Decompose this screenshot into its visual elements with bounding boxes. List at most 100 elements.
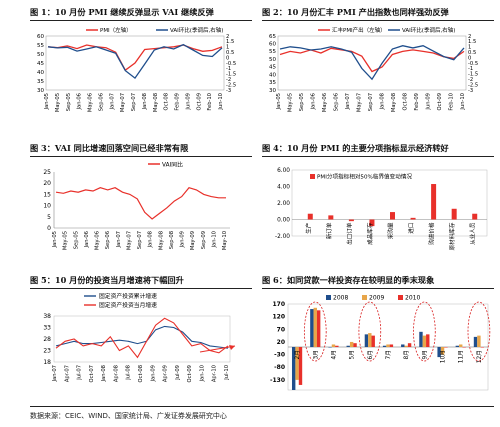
y-left-tick-label: 55 xyxy=(37,43,44,49)
x-tick-label: 5月 xyxy=(349,350,356,360)
y-tick-label: 20 xyxy=(277,339,285,346)
bar xyxy=(431,184,437,220)
bar xyxy=(451,208,457,220)
bar xyxy=(328,347,332,348)
y-right-tick-label: -2.5 xyxy=(468,82,478,88)
y-left-tick-label: 65 xyxy=(269,34,276,40)
x-tick-label: 6月 xyxy=(367,350,374,360)
x-tick-label: 11月 xyxy=(458,350,465,363)
x-tick-label: Jan-10 xyxy=(211,231,217,248)
x-tick-label: Apr-07 xyxy=(64,365,70,382)
y-tick-label: 2.00 xyxy=(277,201,290,207)
highlight-ellipse xyxy=(467,301,491,362)
y-tick-label: 28 xyxy=(43,336,51,343)
x-tick-label: Sep-07 xyxy=(131,93,137,111)
y-right-tick-label: -1 xyxy=(468,66,473,72)
bar xyxy=(459,344,463,347)
x-tick-label: Feb-09 xyxy=(414,93,420,111)
y-tick-label: -30 xyxy=(274,352,285,359)
series-line xyxy=(47,44,223,72)
x-tick-label: May-09 xyxy=(190,231,196,250)
legend-label: 2010 xyxy=(405,295,420,302)
x-tick-label: 从业人员 xyxy=(469,222,477,245)
bar xyxy=(401,344,405,347)
bar xyxy=(298,347,303,385)
bar xyxy=(348,219,354,222)
bar xyxy=(407,343,412,347)
y-right-tick-label: -0.5 xyxy=(226,61,236,67)
series-line xyxy=(55,317,229,359)
bar xyxy=(382,345,387,347)
y-right-tick-label: 1 xyxy=(468,45,471,51)
legend-label: 汇丰PMI产出（左轴） xyxy=(332,26,386,34)
y-right-tick-label: -1 xyxy=(226,66,231,72)
x-tick-label: Jan-08 xyxy=(142,93,148,110)
bar xyxy=(419,331,423,347)
bar xyxy=(426,334,430,347)
legend-swatch xyxy=(310,174,315,179)
bar xyxy=(364,334,369,347)
x-tick-label: 9月 xyxy=(421,350,428,360)
bar xyxy=(455,345,460,347)
plot-area xyxy=(277,35,467,91)
legend-swatch xyxy=(362,295,367,300)
x-tick-label: Sep-06 xyxy=(105,231,111,249)
y-tick-label: 6.00 xyxy=(277,168,290,174)
x-tick-label: Oct-07 xyxy=(89,365,95,382)
y-left-tick-label: 60 xyxy=(269,42,276,48)
y-tick-label: 120 xyxy=(272,314,285,321)
y-left-tick-label: 55 xyxy=(269,49,276,55)
y-tick-label: 38 xyxy=(43,313,51,320)
legend-swatch xyxy=(398,295,403,300)
y-tick-label: 4.00 xyxy=(277,185,290,191)
bar xyxy=(307,213,313,220)
x-tick-label: 原材料库存 xyxy=(448,222,456,250)
y-left-tick-label: 30 xyxy=(37,88,44,94)
bar xyxy=(335,345,339,347)
x-tick-label: Oct-08 xyxy=(403,93,409,110)
y-right-tick-label: -2.5 xyxy=(226,82,236,88)
series-line xyxy=(47,43,223,80)
panel-1: 图 1：10 月份 PMI 继续反弹显示 VAI 继续反弹 60 55 50 45 40… xyxy=(30,4,252,132)
plot-area xyxy=(291,169,488,237)
x-tick-label: Jun-10 xyxy=(218,93,224,111)
source-note: 数据来源：CEIC、WIND、国家统计局、广发证券发展研究中心 xyxy=(30,412,227,420)
bar xyxy=(353,343,357,347)
y-tick-label: -2.00 xyxy=(275,234,290,240)
y-right-tick-label: -2 xyxy=(226,77,231,83)
bar xyxy=(316,310,321,347)
x-tick-label: May-06 xyxy=(95,231,101,250)
x-tick-label: Jun-09 xyxy=(426,93,432,111)
plot-area xyxy=(45,35,225,91)
x-tick-label: 进口 xyxy=(407,223,415,234)
x-tick-label: Jan-05 xyxy=(276,93,282,110)
x-tick-label: Sep-06 xyxy=(98,93,104,111)
x-tick-label: Apr-08 xyxy=(113,365,119,382)
legend-label: 固定资产投资当月增速 xyxy=(99,301,157,309)
legend-label: PMI（左轴） xyxy=(100,26,132,34)
x-tick-label: May-05 xyxy=(55,93,61,112)
legend-swatch xyxy=(326,295,331,300)
x-tick-label: 成品库存 xyxy=(366,222,374,245)
trend-arrow xyxy=(199,345,236,353)
y-tick-label: 20 xyxy=(43,180,51,187)
legend-label: VAI同比 xyxy=(162,161,183,169)
x-tick-label: May-07 xyxy=(126,231,132,250)
x-tick-label: May-10 xyxy=(222,231,228,250)
x-tick-label: Sep-06 xyxy=(334,93,340,111)
footer-rule xyxy=(30,406,494,407)
panel-5: 图 5：10 月份的投资当月增速将下幅回升 38 33 28 23 18 固定资产投资累计… xyxy=(30,272,252,402)
bar xyxy=(462,347,466,348)
x-tick-label: May-07 xyxy=(357,93,363,112)
y-left-tick-label: 45 xyxy=(37,61,44,67)
x-tick-label: Jan-09 xyxy=(180,231,186,248)
x-tick-label: Jan-06 xyxy=(311,93,317,110)
bar xyxy=(473,336,478,347)
bar xyxy=(389,344,394,347)
highlight-ellipse xyxy=(303,301,327,362)
y-tick-label: 70 xyxy=(277,326,285,333)
bar xyxy=(477,335,481,347)
y-right-tick-label: 0.5 xyxy=(226,50,234,56)
bar xyxy=(472,213,478,220)
